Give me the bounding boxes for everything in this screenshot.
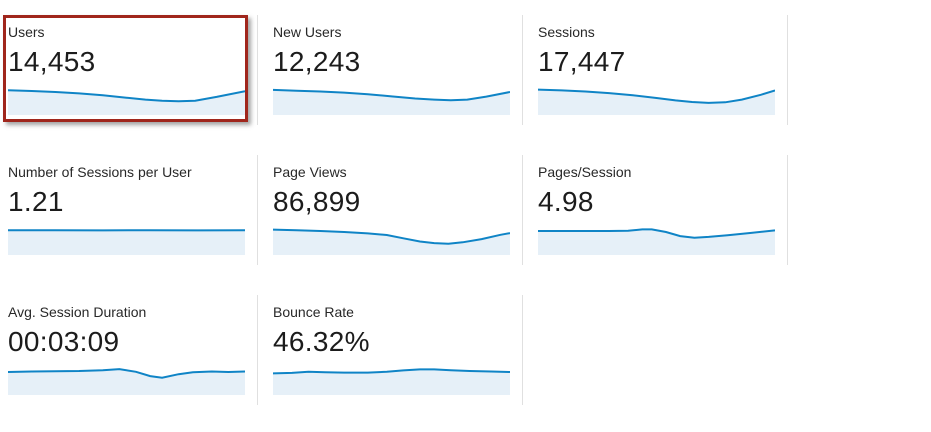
metric-label: Pages/Session [538,164,632,180]
metric-card-pages-per-session[interactable]: Pages/Session 4.98 [538,155,788,265]
column-divider [257,15,258,125]
metric-value: 86,899 [273,186,361,217]
column-divider [787,15,788,125]
metric-card-avg-session-duration[interactable]: Avg. Session Duration 00:03:09 [8,295,258,405]
metric-value: 46.32% [273,326,370,357]
sparkline-chart [8,229,245,255]
metric-card-bounce-rate[interactable]: Bounce Rate 46.32% [273,295,523,405]
metric-card-sessions-per-user[interactable]: Number of Sessions per User 1.21 [8,155,258,265]
metric-label: Page Views [273,164,347,180]
metric-value: 14,453 [8,46,96,77]
column-divider [257,155,258,265]
column-divider [522,295,523,405]
sparkline-chart [8,89,245,115]
metric-label: Sessions [538,24,595,40]
metric-value: 4.98 [538,186,594,217]
sparkline-chart [538,228,775,255]
metric-label: Bounce Rate [273,304,354,320]
sparkline-chart [538,88,775,115]
metric-label: Number of Sessions per User [8,164,192,180]
metric-label: Users [8,24,45,40]
metric-label: Avg. Session Duration [8,304,147,320]
column-divider [522,15,523,125]
metric-label: New Users [273,24,342,40]
metric-card-sessions[interactable]: Sessions 17,447 [538,15,788,125]
metric-value: 00:03:09 [8,326,120,357]
metric-card-users[interactable]: Users 14,453 [8,15,258,125]
column-divider [522,155,523,265]
column-divider [257,295,258,405]
sparkline-chart [273,88,510,115]
sparkline-chart [8,368,245,395]
sparkline-chart [273,228,510,255]
metric-value: 1.21 [8,186,64,217]
column-divider [787,155,788,265]
metric-value: 12,243 [273,46,361,77]
sparkline-chart [273,368,510,395]
metric-value: 17,447 [538,46,626,77]
metric-card-page-views[interactable]: Page Views 86,899 [273,155,523,265]
metric-card-new-users[interactable]: New Users 12,243 [273,15,523,125]
